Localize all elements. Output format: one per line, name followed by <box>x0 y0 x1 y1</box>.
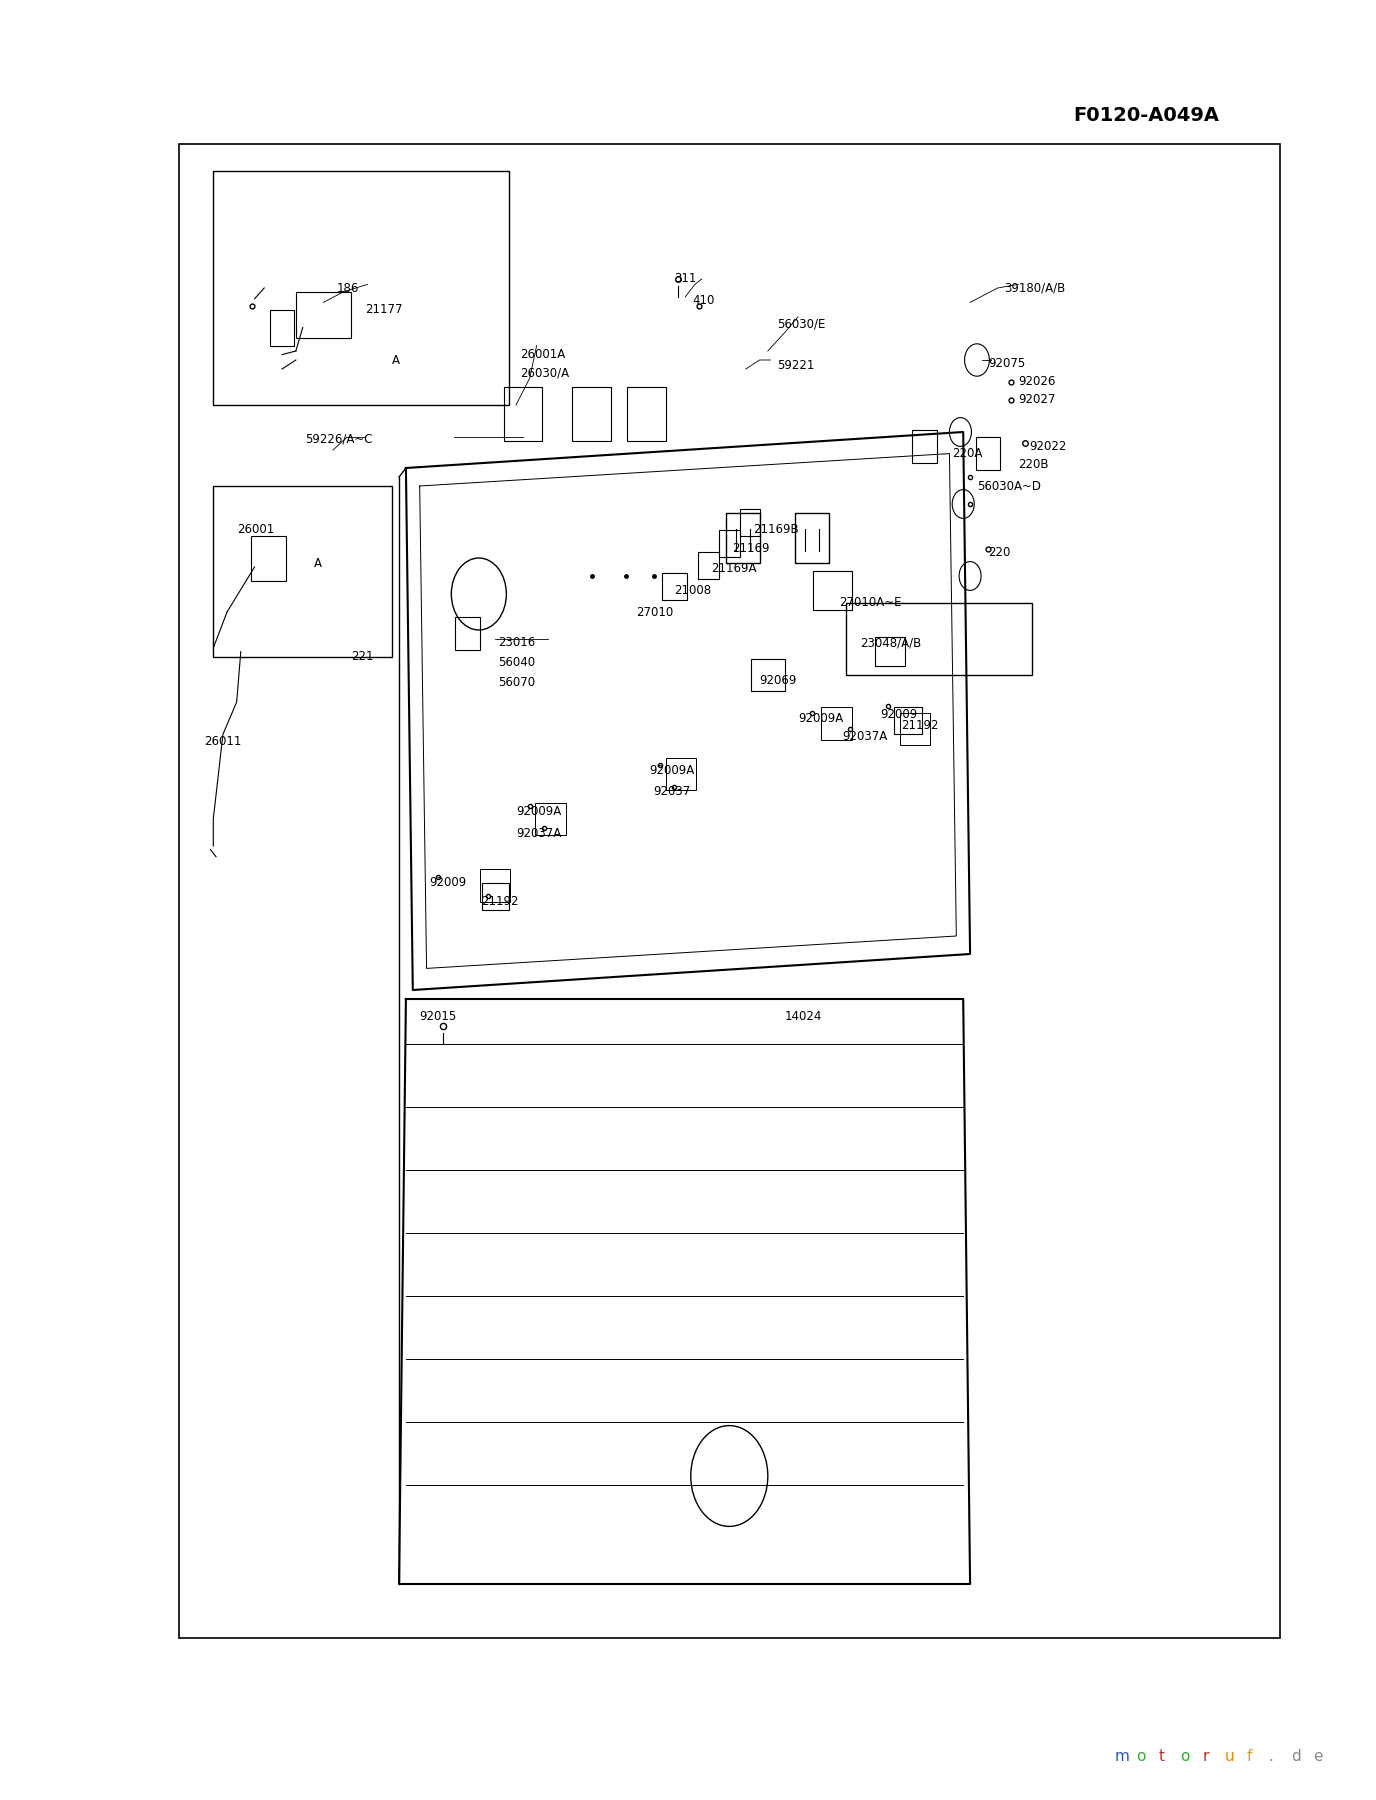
Text: 56030A~D: 56030A~D <box>977 479 1042 493</box>
Text: 186: 186 <box>337 281 359 295</box>
Text: 92037A: 92037A <box>516 826 561 841</box>
Text: 92022: 92022 <box>1029 439 1066 454</box>
Text: 21169: 21169 <box>732 542 769 556</box>
Bar <box>480 869 510 902</box>
Bar <box>666 758 696 790</box>
Text: 92075: 92075 <box>988 356 1025 371</box>
Bar <box>720 529 740 558</box>
Text: 23016: 23016 <box>498 635 535 650</box>
Text: 14024: 14024 <box>784 1010 821 1024</box>
Text: o: o <box>1181 1750 1190 1764</box>
Text: 92009A: 92009A <box>516 805 561 819</box>
Text: 21169B: 21169B <box>753 522 798 536</box>
Bar <box>572 387 611 441</box>
Bar <box>455 617 480 650</box>
Text: 21192: 21192 <box>901 718 938 733</box>
Text: 410: 410 <box>692 293 714 308</box>
Text: 311: 311 <box>674 272 696 286</box>
Bar <box>535 803 566 835</box>
Text: u: u <box>1225 1750 1234 1764</box>
Text: r: r <box>1203 1750 1210 1764</box>
Text: 56040: 56040 <box>498 655 535 670</box>
Text: 92009: 92009 <box>881 707 918 722</box>
Text: 56070: 56070 <box>498 675 535 689</box>
Bar <box>699 551 718 578</box>
Text: 92009A: 92009A <box>798 711 843 725</box>
Bar <box>250 536 286 580</box>
Text: 92037A: 92037A <box>842 729 888 743</box>
Text: m: m <box>1115 1750 1130 1764</box>
Text: A: A <box>392 353 400 367</box>
Text: 26011: 26011 <box>204 734 241 749</box>
Text: 23048/A/B: 23048/A/B <box>860 635 922 650</box>
Bar <box>727 513 761 562</box>
Text: 92027: 92027 <box>1018 392 1055 407</box>
Text: 39180/A/B: 39180/A/B <box>1004 281 1066 295</box>
Bar <box>662 572 687 599</box>
Bar <box>875 637 905 666</box>
Text: 92009: 92009 <box>429 875 466 889</box>
Bar <box>976 437 1000 470</box>
Text: .: . <box>1269 1750 1274 1764</box>
Bar <box>795 513 828 562</box>
Text: 220A: 220A <box>952 446 982 461</box>
Text: 92009A: 92009A <box>649 763 695 778</box>
Text: 26001A: 26001A <box>520 347 566 362</box>
Bar <box>504 387 542 441</box>
Bar <box>482 884 509 911</box>
Text: 26001: 26001 <box>237 522 274 536</box>
Bar <box>740 508 761 536</box>
Text: 27010: 27010 <box>636 605 673 619</box>
Bar <box>912 430 937 463</box>
Text: 92015: 92015 <box>420 1010 457 1024</box>
Text: 220B: 220B <box>1018 457 1049 472</box>
Text: 21169A: 21169A <box>711 562 757 576</box>
Text: A: A <box>314 556 322 571</box>
Text: F0120-A049A: F0120-A049A <box>1073 106 1219 124</box>
Bar <box>179 144 1280 1638</box>
Text: 27010A~E: 27010A~E <box>839 596 901 610</box>
Text: 56030/E: 56030/E <box>777 317 826 331</box>
Text: t: t <box>1159 1750 1164 1764</box>
Text: 21177: 21177 <box>365 302 402 317</box>
Bar <box>213 486 392 657</box>
Bar <box>627 387 666 441</box>
Text: 220: 220 <box>988 545 1010 560</box>
Text: e: e <box>1313 1750 1322 1764</box>
Text: o: o <box>1137 1750 1146 1764</box>
Text: 26030/A: 26030/A <box>520 365 570 380</box>
Text: d: d <box>1291 1750 1300 1764</box>
Bar <box>296 292 351 338</box>
Bar <box>813 571 852 610</box>
Text: 59221: 59221 <box>777 358 815 373</box>
Bar <box>213 171 509 405</box>
Text: 92069: 92069 <box>760 673 797 688</box>
Text: 92037: 92037 <box>654 785 691 799</box>
Text: 21008: 21008 <box>674 583 711 598</box>
Text: 92026: 92026 <box>1018 374 1055 389</box>
Bar <box>900 713 930 745</box>
Bar <box>270 310 294 346</box>
Text: 21192: 21192 <box>482 895 519 909</box>
Text: 59226/A~C: 59226/A~C <box>305 432 373 446</box>
Bar <box>894 706 922 734</box>
Text: 221: 221 <box>351 650 373 664</box>
Bar <box>821 707 852 740</box>
Text: f: f <box>1247 1750 1252 1764</box>
Bar <box>751 659 786 691</box>
Bar <box>846 603 1032 675</box>
